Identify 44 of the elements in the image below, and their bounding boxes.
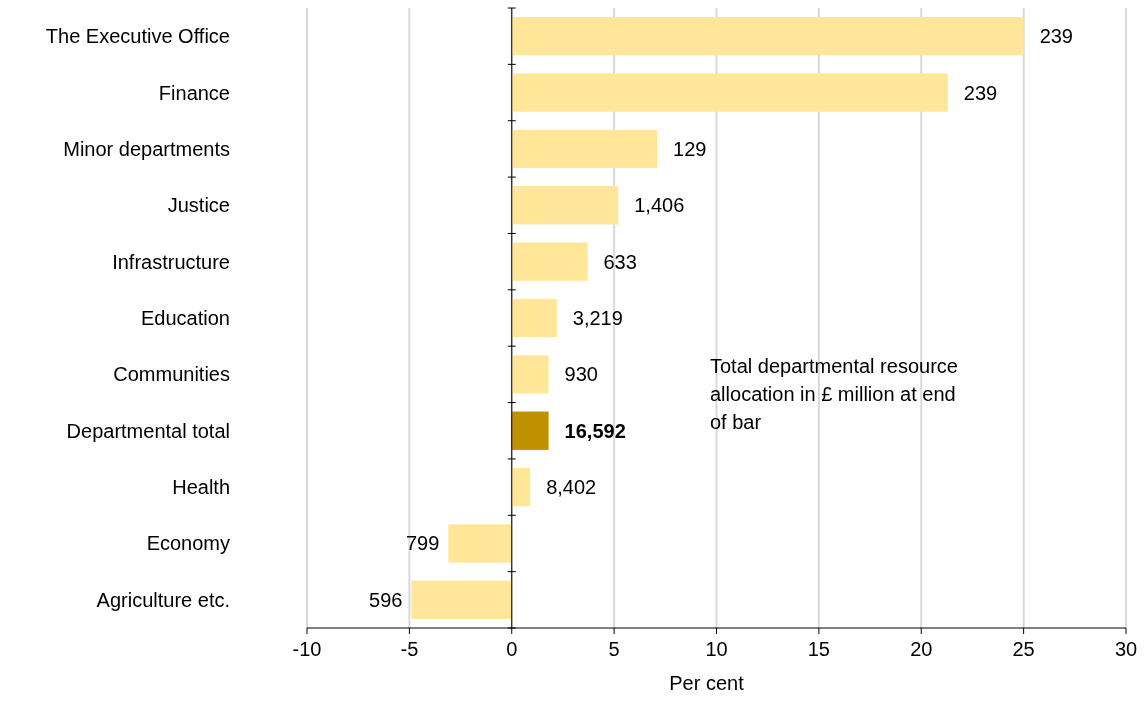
x-tick-label: -10 [292, 638, 322, 660]
x-tick-label: 30 [1114, 638, 1138, 660]
x-tick-label: 0 [506, 638, 518, 660]
bar [511, 129, 658, 169]
y-tick-label: Health [172, 476, 230, 499]
x-axis-title: Per cent [669, 672, 745, 694]
x-tick-label: 15 [807, 638, 830, 660]
x-tick-label: 10 [705, 638, 728, 660]
y-tick-label: Communities [113, 363, 230, 386]
y-tick-label: Minor departments [63, 137, 230, 160]
annotation: Total departmental resource allocation in £ million at end of bar [710, 355, 958, 433]
bar [511, 242, 588, 281]
annotation: 799 [405, 532, 440, 555]
bar [511, 298, 557, 338]
x-tick-label: 25 [1012, 638, 1035, 660]
y-tick-label: The Executive Office [45, 25, 230, 48]
y-tick-label: Economy [146, 532, 230, 555]
annotation: 239 [963, 81, 998, 104]
bar [511, 355, 549, 394]
bar [448, 524, 512, 563]
y-tick-label: Departmental total [66, 419, 230, 442]
y-tick-label: Agriculture etc. [96, 588, 230, 611]
annotation: 129 [673, 137, 707, 160]
bar [511, 186, 619, 225]
y-tick-label: Finance [158, 81, 230, 104]
annotation: 3,219 [572, 307, 623, 329]
x-tick-label: 20 [910, 638, 933, 660]
bar [411, 580, 512, 619]
bar [511, 17, 1024, 56]
y-tick-label: Justice [167, 194, 230, 217]
x-tick-label: 5 [608, 638, 620, 660]
annotation: 239 [1039, 25, 1073, 48]
annotation: 633 [603, 250, 637, 273]
x-tick-label: -5 [400, 638, 419, 660]
y-tick-label: Infrastructure [112, 250, 230, 273]
annotation: 8,402 [546, 476, 597, 499]
annotation: 930 [564, 363, 598, 386]
y-tick-label: Education [141, 307, 230, 329]
annotation: 1,406 [634, 194, 685, 217]
annotation: 596 [369, 588, 403, 611]
annotation: 16,592 [564, 419, 626, 442]
bar [511, 73, 948, 112]
bar [511, 411, 549, 450]
bar [511, 467, 531, 507]
